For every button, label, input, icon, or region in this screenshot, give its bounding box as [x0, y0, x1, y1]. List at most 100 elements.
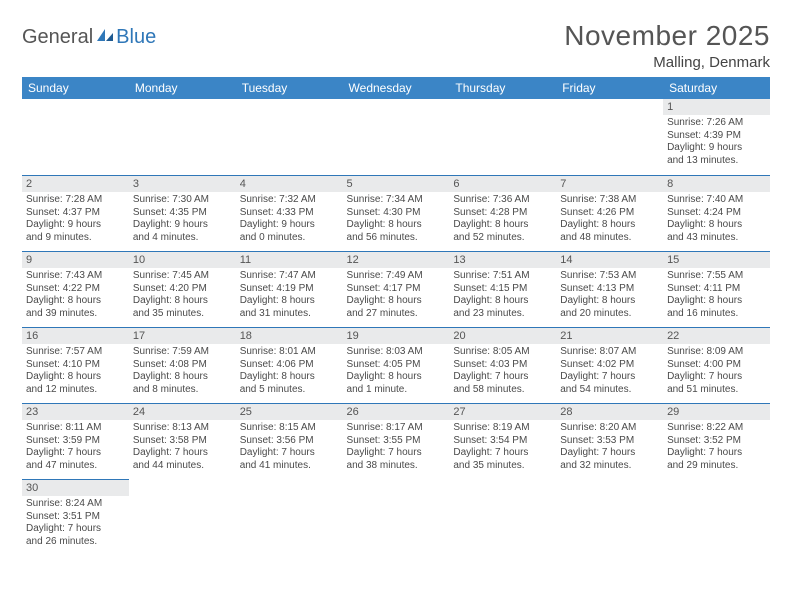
- detail-line: Daylight: 8 hours: [560, 219, 659, 232]
- detail-line: Sunset: 4:00 PM: [667, 359, 766, 372]
- calendar-cell: [22, 99, 129, 175]
- detail-line: Sunset: 4:06 PM: [240, 359, 339, 372]
- detail-line: Daylight: 7 hours: [133, 447, 232, 460]
- calendar-cell: 4Sunrise: 7:32 AMSunset: 4:33 PMDaylight…: [236, 175, 343, 251]
- detail-line: Sunrise: 8:05 AM: [453, 346, 552, 359]
- calendar-cell: 14Sunrise: 7:53 AMSunset: 4:13 PMDayligh…: [556, 251, 663, 327]
- detail-line: Daylight: 8 hours: [240, 371, 339, 384]
- detail-line: Sunrise: 7:34 AM: [347, 194, 446, 207]
- detail-line: and 26 minutes.: [26, 536, 125, 549]
- detail-line: Daylight: 7 hours: [560, 447, 659, 460]
- day-details: Sunrise: 8:03 AMSunset: 4:05 PMDaylight:…: [343, 344, 450, 399]
- day-number: 15: [663, 251, 770, 268]
- detail-line: Daylight: 8 hours: [347, 371, 446, 384]
- day-number: 7: [556, 175, 663, 192]
- calendar-cell: 19Sunrise: 8:03 AMSunset: 4:05 PMDayligh…: [343, 327, 450, 403]
- day-details: Sunrise: 7:51 AMSunset: 4:15 PMDaylight:…: [449, 268, 556, 323]
- calendar-cell: 1Sunrise: 7:26 AMSunset: 4:39 PMDaylight…: [663, 99, 770, 175]
- day-number: 9: [22, 251, 129, 268]
- detail-line: Sunrise: 7:38 AM: [560, 194, 659, 207]
- detail-line: Sunset: 4:19 PM: [240, 283, 339, 296]
- detail-line: Sunrise: 7:45 AM: [133, 270, 232, 283]
- detail-line: and 32 minutes.: [560, 460, 659, 473]
- day-number: 18: [236, 327, 343, 344]
- detail-line: and 41 minutes.: [240, 460, 339, 473]
- detail-line: and 27 minutes.: [347, 308, 446, 321]
- day-number: 26: [343, 403, 450, 420]
- detail-line: Daylight: 7 hours: [667, 371, 766, 384]
- day-details: Sunrise: 7:32 AMSunset: 4:33 PMDaylight:…: [236, 192, 343, 247]
- detail-line: Sunset: 3:59 PM: [26, 435, 125, 448]
- detail-line: Sunset: 4:33 PM: [240, 207, 339, 220]
- calendar-cell: 23Sunrise: 8:11 AMSunset: 3:59 PMDayligh…: [22, 403, 129, 479]
- detail-line: Daylight: 7 hours: [453, 447, 552, 460]
- detail-line: Sunrise: 7:28 AM: [26, 194, 125, 207]
- detail-line: and 51 minutes.: [667, 384, 766, 397]
- calendar-cell: 26Sunrise: 8:17 AMSunset: 3:55 PMDayligh…: [343, 403, 450, 479]
- day-details: Sunrise: 8:17 AMSunset: 3:55 PMDaylight:…: [343, 420, 450, 475]
- calendar-cell: [129, 99, 236, 175]
- calendar-row: 9Sunrise: 7:43 AMSunset: 4:22 PMDaylight…: [22, 251, 770, 327]
- detail-line: and 9 minutes.: [26, 232, 125, 245]
- detail-line: and 52 minutes.: [453, 232, 552, 245]
- detail-line: Sunrise: 7:51 AM: [453, 270, 552, 283]
- detail-line: Sunset: 4:10 PM: [26, 359, 125, 372]
- detail-line: Sunrise: 7:32 AM: [240, 194, 339, 207]
- detail-line: and 1 minute.: [347, 384, 446, 397]
- detail-line: and 35 minutes.: [453, 460, 552, 473]
- day-details: Sunrise: 8:11 AMSunset: 3:59 PMDaylight:…: [22, 420, 129, 475]
- detail-line: and 39 minutes.: [26, 308, 125, 321]
- weekday-header: Thursday: [449, 77, 556, 99]
- detail-line: Sunset: 4:39 PM: [667, 130, 766, 143]
- detail-line: and 12 minutes.: [26, 384, 125, 397]
- day-number: 22: [663, 327, 770, 344]
- day-details: Sunrise: 7:45 AMSunset: 4:20 PMDaylight:…: [129, 268, 236, 323]
- calendar-cell: 28Sunrise: 8:20 AMSunset: 3:53 PMDayligh…: [556, 403, 663, 479]
- detail-line: and 29 minutes.: [667, 460, 766, 473]
- detail-line: and 48 minutes.: [560, 232, 659, 245]
- detail-line: Sunset: 4:30 PM: [347, 207, 446, 220]
- day-details: Sunrise: 8:15 AMSunset: 3:56 PMDaylight:…: [236, 420, 343, 475]
- detail-line: Sunset: 4:24 PM: [667, 207, 766, 220]
- detail-line: Sunset: 3:58 PM: [133, 435, 232, 448]
- detail-line: and 8 minutes.: [133, 384, 232, 397]
- day-number: 10: [129, 251, 236, 268]
- day-details: Sunrise: 8:07 AMSunset: 4:02 PMDaylight:…: [556, 344, 663, 399]
- calendar-cell: 12Sunrise: 7:49 AMSunset: 4:17 PMDayligh…: [343, 251, 450, 327]
- calendar-cell: 7Sunrise: 7:38 AMSunset: 4:26 PMDaylight…: [556, 175, 663, 251]
- day-details: Sunrise: 7:47 AMSunset: 4:19 PMDaylight:…: [236, 268, 343, 323]
- calendar-cell: 13Sunrise: 7:51 AMSunset: 4:15 PMDayligh…: [449, 251, 556, 327]
- day-details: Sunrise: 7:36 AMSunset: 4:28 PMDaylight:…: [449, 192, 556, 247]
- detail-line: Daylight: 8 hours: [26, 371, 125, 384]
- calendar-cell: 20Sunrise: 8:05 AMSunset: 4:03 PMDayligh…: [449, 327, 556, 403]
- detail-line: Sunrise: 7:40 AM: [667, 194, 766, 207]
- day-details: Sunrise: 7:57 AMSunset: 4:10 PMDaylight:…: [22, 344, 129, 399]
- detail-line: Daylight: 8 hours: [26, 295, 125, 308]
- detail-line: Daylight: 8 hours: [453, 295, 552, 308]
- detail-line: Sunset: 4:22 PM: [26, 283, 125, 296]
- detail-line: Daylight: 8 hours: [133, 295, 232, 308]
- detail-line: Sunrise: 7:53 AM: [560, 270, 659, 283]
- detail-line: Sunrise: 8:11 AM: [26, 422, 125, 435]
- calendar-cell: 15Sunrise: 7:55 AMSunset: 4:11 PMDayligh…: [663, 251, 770, 327]
- calendar-cell: 11Sunrise: 7:47 AMSunset: 4:19 PMDayligh…: [236, 251, 343, 327]
- calendar-cell: 24Sunrise: 8:13 AMSunset: 3:58 PMDayligh…: [129, 403, 236, 479]
- detail-line: Daylight: 8 hours: [667, 295, 766, 308]
- day-number: 19: [343, 327, 450, 344]
- detail-line: Sunrise: 8:22 AM: [667, 422, 766, 435]
- detail-line: and 56 minutes.: [347, 232, 446, 245]
- detail-line: Sunrise: 7:55 AM: [667, 270, 766, 283]
- calendar-cell: 9Sunrise: 7:43 AMSunset: 4:22 PMDaylight…: [22, 251, 129, 327]
- detail-line: Daylight: 7 hours: [560, 371, 659, 384]
- detail-line: Sunset: 3:55 PM: [347, 435, 446, 448]
- day-number: 3: [129, 175, 236, 192]
- detail-line: Sunrise: 7:59 AM: [133, 346, 232, 359]
- detail-line: Sunrise: 7:49 AM: [347, 270, 446, 283]
- calendar-row: 2Sunrise: 7:28 AMSunset: 4:37 PMDaylight…: [22, 175, 770, 251]
- day-details: Sunrise: 8:24 AMSunset: 3:51 PMDaylight:…: [22, 496, 129, 551]
- calendar-cell: 3Sunrise: 7:30 AMSunset: 4:35 PMDaylight…: [129, 175, 236, 251]
- detail-line: Sunrise: 7:47 AM: [240, 270, 339, 283]
- calendar-cell: [129, 479, 236, 555]
- detail-line: Daylight: 7 hours: [667, 447, 766, 460]
- detail-line: Sunset: 3:51 PM: [26, 511, 125, 524]
